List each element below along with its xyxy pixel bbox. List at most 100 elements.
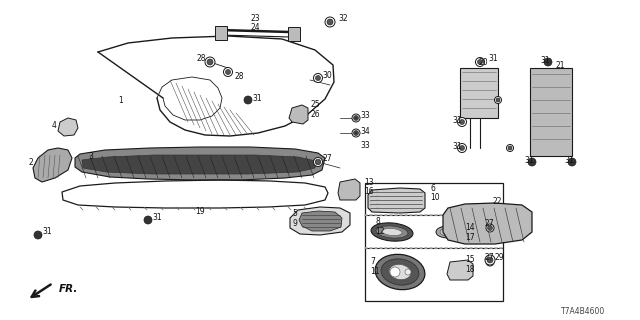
Circle shape	[476, 58, 484, 67]
Text: 13: 13	[364, 178, 374, 187]
Circle shape	[488, 226, 493, 230]
Circle shape	[544, 58, 552, 66]
Text: 20: 20	[478, 58, 488, 67]
Circle shape	[390, 267, 400, 277]
Circle shape	[528, 158, 536, 166]
Circle shape	[477, 60, 483, 65]
Text: 23: 23	[250, 13, 260, 22]
Text: 31: 31	[564, 156, 573, 164]
Text: 28: 28	[234, 71, 243, 81]
Text: 17: 17	[465, 233, 475, 242]
Text: 8: 8	[375, 218, 380, 227]
Text: 14: 14	[465, 223, 475, 233]
Text: 34: 34	[360, 126, 370, 135]
Text: 12: 12	[375, 227, 385, 236]
Polygon shape	[82, 155, 316, 174]
Circle shape	[496, 98, 500, 102]
Circle shape	[458, 143, 467, 153]
Text: 3: 3	[88, 151, 93, 161]
Circle shape	[34, 231, 42, 239]
Circle shape	[327, 19, 333, 25]
Bar	[215, 26, 227, 40]
Circle shape	[223, 68, 232, 76]
Text: 29: 29	[494, 252, 504, 261]
Circle shape	[225, 69, 230, 75]
Text: 19: 19	[195, 207, 205, 217]
Circle shape	[316, 76, 321, 81]
Circle shape	[207, 59, 213, 65]
Polygon shape	[289, 105, 308, 124]
Text: 33: 33	[360, 140, 370, 149]
Text: 30: 30	[322, 70, 332, 79]
Ellipse shape	[381, 259, 419, 285]
Text: 31: 31	[540, 55, 550, 65]
Text: FR.: FR.	[59, 284, 78, 294]
Text: 24: 24	[250, 22, 260, 31]
Circle shape	[506, 145, 513, 151]
Circle shape	[508, 146, 512, 150]
Text: 26: 26	[310, 109, 319, 118]
Circle shape	[353, 116, 358, 121]
Ellipse shape	[440, 228, 456, 236]
Circle shape	[460, 146, 465, 150]
Circle shape	[487, 257, 493, 263]
Ellipse shape	[389, 264, 411, 280]
Ellipse shape	[436, 226, 460, 238]
Text: 18: 18	[465, 265, 474, 274]
Circle shape	[353, 131, 358, 135]
Text: 16: 16	[364, 187, 374, 196]
Polygon shape	[443, 203, 532, 244]
Text: 7: 7	[370, 258, 375, 267]
Bar	[530, 68, 572, 156]
Text: 31: 31	[452, 141, 461, 150]
Circle shape	[460, 119, 465, 124]
Circle shape	[314, 74, 323, 83]
Polygon shape	[447, 260, 473, 280]
Polygon shape	[338, 179, 360, 200]
Circle shape	[325, 17, 335, 27]
Text: 9: 9	[292, 219, 297, 228]
Text: 22: 22	[492, 197, 502, 206]
Text: 4: 4	[52, 121, 57, 130]
Circle shape	[205, 57, 215, 67]
Circle shape	[486, 258, 494, 266]
Polygon shape	[75, 147, 325, 180]
Ellipse shape	[375, 254, 425, 290]
Bar	[460, 68, 498, 118]
Text: T7A4B4600: T7A4B4600	[561, 308, 605, 316]
Text: 5: 5	[292, 209, 297, 218]
Polygon shape	[368, 188, 425, 213]
Ellipse shape	[382, 228, 402, 236]
Text: 31: 31	[152, 213, 162, 222]
Bar	[365, 183, 503, 301]
Ellipse shape	[371, 223, 413, 241]
Polygon shape	[33, 148, 72, 182]
Circle shape	[352, 129, 360, 137]
Circle shape	[316, 159, 321, 165]
Polygon shape	[299, 211, 342, 231]
Text: 15: 15	[465, 255, 475, 265]
Circle shape	[485, 255, 495, 265]
Text: 31: 31	[488, 53, 498, 62]
Text: 21: 21	[555, 60, 564, 69]
Bar	[288, 27, 300, 41]
Text: 32: 32	[338, 13, 348, 22]
Ellipse shape	[376, 226, 408, 238]
Circle shape	[314, 157, 323, 166]
Text: 27: 27	[322, 154, 332, 163]
Circle shape	[355, 132, 358, 134]
Circle shape	[488, 260, 493, 265]
Polygon shape	[58, 118, 78, 136]
Circle shape	[568, 158, 576, 166]
Text: 11: 11	[370, 267, 380, 276]
Text: 27: 27	[484, 220, 493, 228]
Text: 6: 6	[430, 183, 435, 193]
Polygon shape	[290, 207, 350, 235]
Text: 2: 2	[28, 157, 33, 166]
Circle shape	[486, 224, 494, 232]
Text: 33: 33	[360, 110, 370, 119]
Circle shape	[355, 116, 358, 119]
Text: 27: 27	[484, 253, 493, 262]
Text: 31: 31	[42, 228, 52, 236]
Circle shape	[144, 216, 152, 224]
